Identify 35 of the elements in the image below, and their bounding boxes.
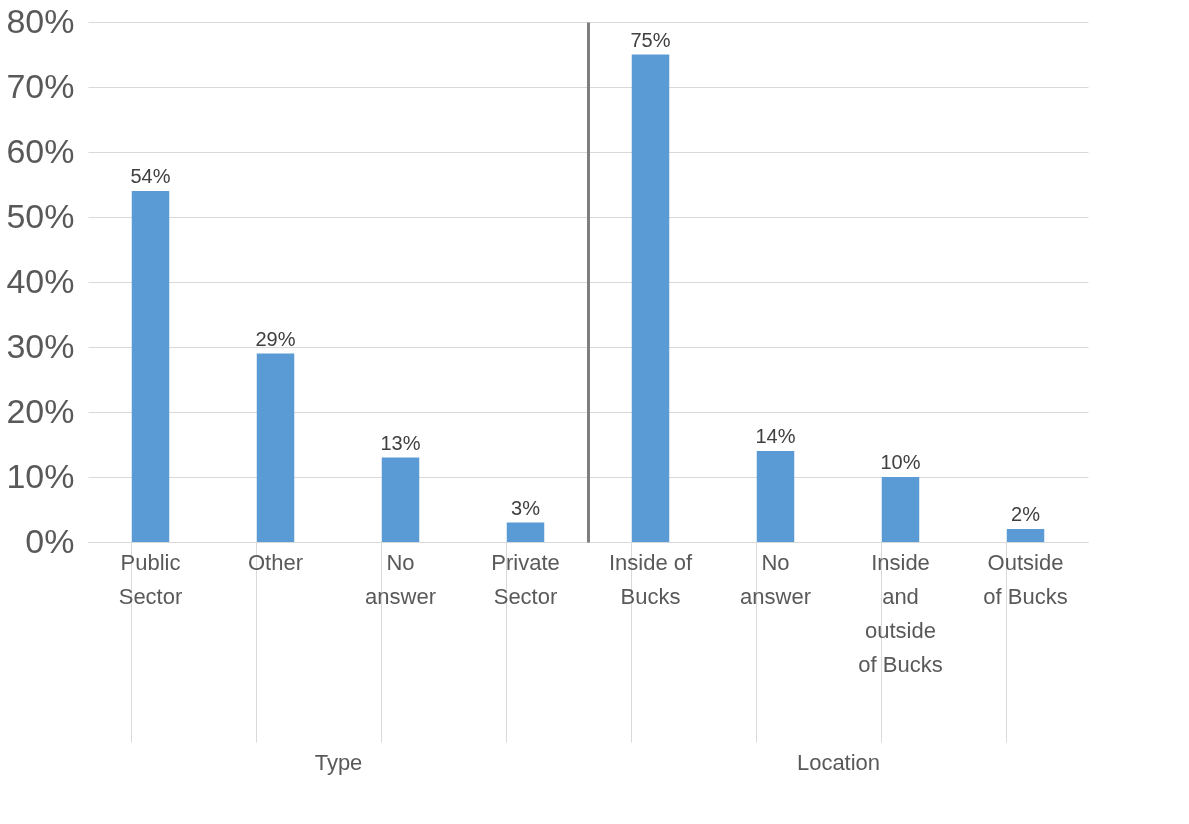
bar (381, 457, 420, 542)
x-tick-label: Other (247, 549, 304, 575)
x-tick-label: Private Sector (491, 549, 560, 609)
x-tick-label: Outside of Bucks (983, 549, 1068, 609)
data-label: 75% (630, 28, 671, 51)
bar (131, 191, 170, 542)
y-tick-label: 60% (6, 131, 75, 170)
x-axis-title: Type (314, 749, 363, 775)
y-tick-label: 50% (6, 196, 75, 235)
y-tick-label: 40% (6, 261, 75, 300)
x-tick-label: Inside of Bucks (608, 549, 693, 609)
bar (756, 451, 795, 542)
data-label: 3% (511, 496, 541, 519)
y-tick-label: 10% (6, 456, 75, 495)
x-tick-label: Public Sector (118, 549, 183, 609)
x-axis-title: Location (796, 749, 881, 775)
data-label: 13% (380, 431, 421, 454)
bar (256, 353, 295, 542)
data-label: 54% (130, 165, 171, 187)
bar (631, 54, 670, 542)
y-tick-label: 30% (6, 326, 75, 365)
x-tick-label: No answer (740, 549, 811, 609)
data-label: 29% (255, 327, 296, 350)
data-label: 14% (755, 425, 796, 447)
y-tick-label: 70% (6, 66, 75, 105)
data-label: 10% (880, 451, 921, 473)
y-tick-label: 0% (25, 521, 75, 560)
y-tick-label: 20% (6, 391, 75, 430)
bar (881, 477, 920, 542)
x-tick-label: Inside and outside of Bucks (858, 549, 943, 677)
x-tick-label: No answer (365, 549, 436, 609)
y-tick-label: 80% (6, 1, 75, 40)
data-label: 2% (1011, 503, 1041, 525)
bar (506, 522, 545, 542)
bar (1006, 529, 1045, 542)
